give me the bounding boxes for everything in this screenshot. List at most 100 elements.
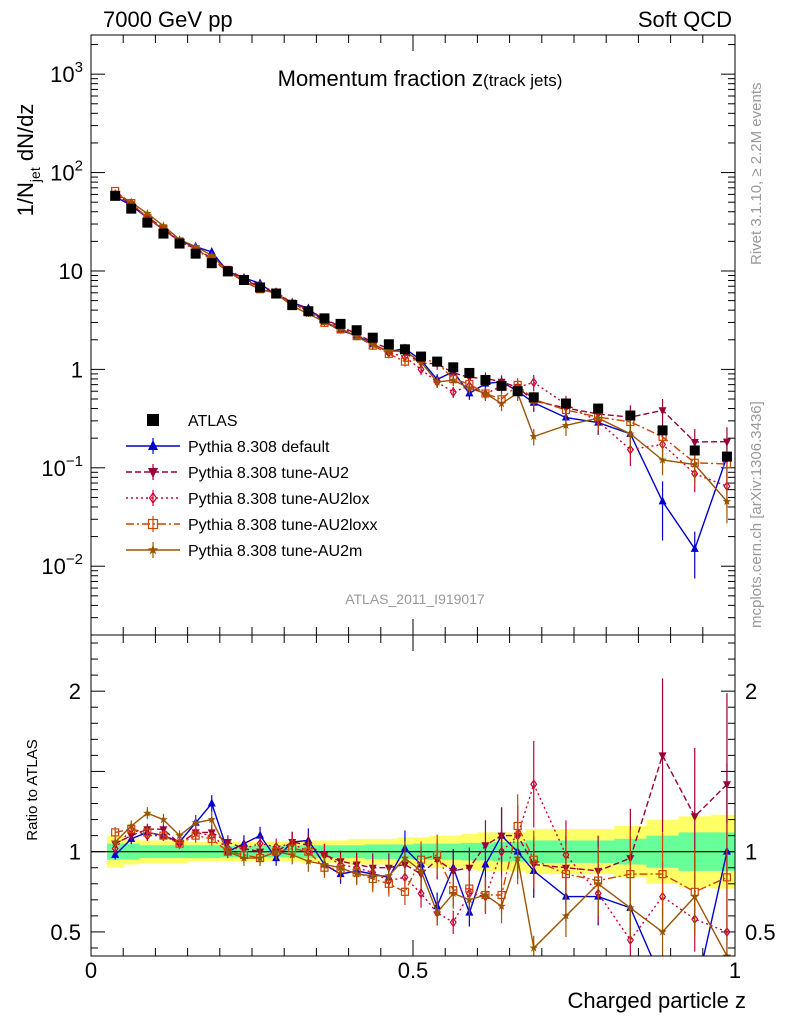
- main-point: [368, 340, 377, 349]
- ratio-point: [513, 853, 522, 862]
- main-point: [561, 420, 571, 429]
- ratio-point: [530, 779, 538, 790]
- ratio-point: [191, 831, 200, 840]
- main-point: [626, 429, 635, 438]
- main-point: [626, 444, 634, 455]
- atlas-point: [222, 266, 233, 277]
- ratio-point: [110, 837, 120, 846]
- legend-marker: [148, 491, 158, 505]
- ratio-point: [432, 908, 442, 917]
- main-point: [207, 250, 216, 259]
- ratio-point: [690, 892, 699, 901]
- atlas-point: [721, 451, 732, 462]
- main-point: [658, 455, 667, 464]
- ratio-point: [481, 842, 490, 851]
- atlas-point: [399, 344, 410, 355]
- tick-exp: −2: [66, 551, 83, 568]
- atlas-point: [319, 313, 330, 324]
- atlas-point: [528, 392, 539, 403]
- legend-label: Pythia 8.308 tune-AU2lox: [188, 491, 369, 508]
- main-title-sub: (track jets): [483, 71, 562, 90]
- atlas-point: [689, 445, 700, 456]
- ratio-point: [626, 934, 634, 945]
- ylabel-main-base: 1/N: [13, 182, 38, 216]
- ylabel-main-sub: jet: [27, 167, 43, 183]
- main-point: [722, 438, 731, 447]
- ratio-point: [722, 781, 731, 790]
- main-point: [529, 432, 538, 441]
- tick-exp: 2: [75, 158, 83, 175]
- atlas-point: [174, 238, 185, 249]
- legend-marker: [147, 544, 159, 555]
- ratio-y-tick-label-left: 2: [69, 679, 81, 704]
- tick-base: 10: [41, 456, 65, 481]
- ratio-point: [449, 888, 458, 897]
- ratio-point: [159, 815, 168, 824]
- uncertainty-bands: [91, 814, 735, 889]
- analysis-id: ATLAS_2011_I919017: [345, 591, 485, 607]
- main-y-tick-label: 1: [71, 357, 83, 382]
- ratio-point: [223, 847, 233, 856]
- ratio-y-tick-label-right: 1: [745, 840, 757, 865]
- ratio-point: [127, 821, 136, 830]
- main-point: [593, 413, 603, 422]
- atlas-point: [625, 410, 636, 421]
- legend-marker: [147, 414, 159, 426]
- header-right: Soft QCD: [638, 7, 732, 32]
- main-point: [449, 387, 457, 398]
- ratio-point: [513, 821, 522, 831]
- main-series-line: [114, 190, 728, 465]
- main-point: [465, 383, 474, 392]
- ratio-point: [465, 864, 474, 873]
- ratio-point: [626, 903, 635, 912]
- atlas-point: [464, 367, 475, 378]
- main-point: [658, 407, 667, 416]
- ratio-frame: [90, 634, 736, 957]
- ratio-point: [239, 853, 249, 862]
- tick-base: 10: [50, 161, 74, 186]
- ratio-point: [159, 826, 168, 835]
- ratio-point: [111, 828, 120, 837]
- ratio-point: [256, 838, 264, 849]
- main-point: [352, 332, 361, 341]
- ratio-point: [368, 871, 377, 880]
- tick-exp: −1: [66, 453, 83, 470]
- tick-base: 10: [41, 554, 65, 579]
- ratio-point: [111, 849, 120, 858]
- atlas-point: [238, 274, 249, 285]
- ratio-y-tick-label-right: 0.5: [745, 920, 776, 945]
- ratio-point: [722, 951, 732, 956]
- ratio-point: [191, 818, 200, 827]
- main-point: [191, 242, 200, 251]
- legend-marker: [148, 468, 158, 478]
- tick-base: 10: [50, 62, 74, 87]
- atlas-point: [303, 306, 314, 317]
- ratio-point: [722, 873, 732, 882]
- legend-label: Pythia 8.308 tune-AU2: [188, 465, 349, 482]
- ratio-point: [207, 834, 216, 843]
- ratio-point: [271, 847, 281, 856]
- ratio-point: [658, 927, 667, 936]
- main-point: [416, 357, 426, 366]
- main-series-line: [114, 194, 728, 487]
- ratio-point: [256, 830, 265, 839]
- x-tick-label: 0.5: [398, 958, 429, 983]
- ratio-y-tick-label-right: 2: [745, 679, 757, 704]
- atlas-point: [255, 282, 266, 293]
- ratio-point: [690, 813, 699, 822]
- ratio-y-tick-label-left: 0.5: [50, 920, 81, 945]
- main-series-line: [114, 193, 728, 443]
- legend-label: Pythia 8.308 tune-AU2loxx: [188, 517, 377, 534]
- tick-exp: 3: [75, 59, 83, 76]
- atlas-point: [287, 300, 298, 311]
- atlas-point: [432, 356, 443, 367]
- header-left: 7000 GeV pp: [103, 7, 233, 32]
- ratio-point: [449, 917, 457, 928]
- ratio-point: [143, 830, 151, 841]
- atlas-point: [367, 332, 378, 343]
- main-point: [690, 543, 699, 552]
- rivet-label: Rivet 3.1.10, ≥ 2.2M events: [748, 83, 765, 266]
- main-point: [417, 364, 425, 375]
